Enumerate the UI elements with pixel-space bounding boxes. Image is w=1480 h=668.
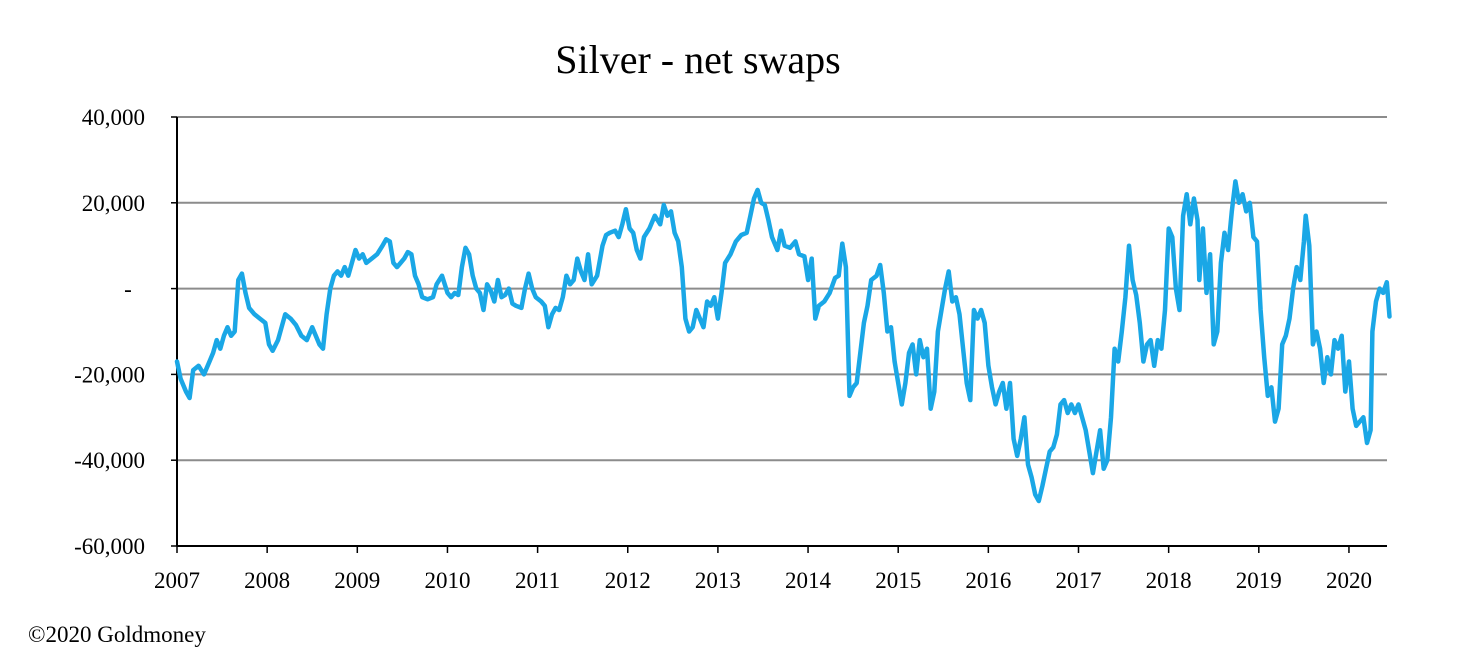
x-tick-label-13: 2020 xyxy=(1326,568,1372,593)
x-tick-label-6: 2013 xyxy=(695,568,741,593)
series-line-0 xyxy=(174,179,1392,504)
y-tick-label-5: -60,000 xyxy=(74,534,145,559)
series-layer xyxy=(174,179,1392,504)
axes xyxy=(171,116,1387,553)
x-tick-label-11: 2018 xyxy=(1146,568,1192,593)
x-tick-label-3: 2010 xyxy=(424,568,470,593)
x-tick-label-9: 2016 xyxy=(965,568,1011,593)
y-tick-label-2: - xyxy=(124,277,132,302)
chart-title: Silver - net swaps xyxy=(555,37,841,82)
y-tick-label-3: -20,000 xyxy=(74,362,145,387)
x-tick-label-12: 2019 xyxy=(1236,568,1282,593)
x-tick-label-5: 2012 xyxy=(605,568,651,593)
x-tick-label-10: 2017 xyxy=(1056,568,1102,593)
x-tick-label-0: 2007 xyxy=(154,568,200,593)
x-tick-label-8: 2015 xyxy=(875,568,921,593)
copyright-text: ©2020 Goldmoney xyxy=(28,622,206,647)
y-tick-label-1: 20,000 xyxy=(82,191,145,216)
x-tick-label-4: 2011 xyxy=(515,568,560,593)
x-axis-tick-labels: 2007 2008 2009 2010 2011 2012 2013 2014 2015 2016… xyxy=(154,568,1372,593)
x-tick-label-7: 2014 xyxy=(785,568,832,593)
y-tick-label-4: -40,000 xyxy=(74,448,145,473)
x-tick-label-1: 2008 xyxy=(244,568,290,593)
y-axis-tick-labels: 40,000 20,000 - -20,000 -40,000 -60,000 xyxy=(74,105,145,559)
y-tick-label-0: 40,000 xyxy=(82,105,145,130)
x-tick-label-2: 2009 xyxy=(334,568,380,593)
